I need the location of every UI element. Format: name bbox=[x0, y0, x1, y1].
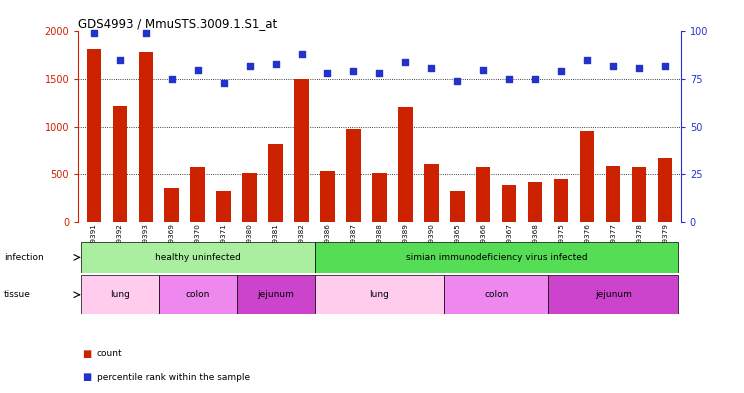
Text: tissue: tissue bbox=[4, 290, 31, 299]
Point bbox=[452, 78, 464, 84]
Text: ■: ■ bbox=[82, 349, 91, 359]
Bar bbox=[164, 188, 179, 222]
Point bbox=[555, 68, 567, 75]
Bar bbox=[424, 164, 438, 222]
Bar bbox=[295, 79, 309, 222]
Point bbox=[347, 68, 359, 75]
Bar bbox=[217, 191, 231, 222]
Point bbox=[478, 66, 490, 73]
Text: lung: lung bbox=[370, 290, 389, 299]
Bar bbox=[502, 185, 516, 222]
Point bbox=[192, 66, 204, 73]
Point bbox=[269, 61, 281, 67]
Text: GDS4993 / MmuSTS.3009.1.S1_at: GDS4993 / MmuSTS.3009.1.S1_at bbox=[78, 17, 278, 30]
Text: colon: colon bbox=[185, 290, 210, 299]
Bar bbox=[80, 275, 158, 314]
Bar bbox=[528, 182, 542, 222]
Point bbox=[166, 76, 178, 82]
Text: jejunum: jejunum bbox=[594, 290, 632, 299]
Bar bbox=[606, 166, 620, 222]
Text: count: count bbox=[97, 349, 122, 358]
Bar bbox=[548, 275, 679, 314]
Point bbox=[633, 64, 645, 71]
Point bbox=[607, 62, 619, 69]
Bar bbox=[346, 129, 361, 222]
Text: infection: infection bbox=[4, 253, 43, 262]
Point bbox=[373, 70, 385, 77]
Bar bbox=[269, 144, 283, 222]
Text: healthy uninfected: healthy uninfected bbox=[155, 253, 240, 262]
Point bbox=[426, 64, 437, 71]
Bar bbox=[398, 107, 413, 222]
Point bbox=[321, 70, 333, 77]
Bar bbox=[321, 171, 335, 222]
Point bbox=[88, 30, 100, 37]
Text: simian immunodeficiency virus infected: simian immunodeficiency virus infected bbox=[405, 253, 587, 262]
Point bbox=[529, 76, 541, 82]
Bar bbox=[112, 106, 126, 222]
Bar bbox=[158, 275, 237, 314]
Point bbox=[659, 62, 671, 69]
Point bbox=[243, 62, 255, 69]
Text: jejunum: jejunum bbox=[257, 290, 294, 299]
Bar bbox=[580, 130, 594, 222]
Point bbox=[504, 76, 516, 82]
Bar bbox=[444, 275, 548, 314]
Point bbox=[295, 51, 307, 57]
Text: colon: colon bbox=[484, 290, 508, 299]
Bar bbox=[138, 52, 153, 222]
Bar bbox=[86, 49, 101, 222]
Text: percentile rank within the sample: percentile rank within the sample bbox=[97, 373, 250, 382]
Bar bbox=[632, 167, 647, 222]
Text: lung: lung bbox=[110, 290, 129, 299]
Bar bbox=[190, 167, 205, 222]
Point bbox=[581, 57, 593, 63]
Bar bbox=[243, 173, 257, 222]
Text: ■: ■ bbox=[82, 372, 91, 382]
Bar bbox=[80, 242, 315, 273]
Bar bbox=[372, 173, 387, 222]
Point bbox=[140, 30, 152, 37]
Bar bbox=[450, 191, 464, 222]
Bar bbox=[476, 167, 490, 222]
Point bbox=[400, 59, 411, 65]
Bar bbox=[237, 275, 315, 314]
Point bbox=[114, 57, 126, 63]
Bar bbox=[658, 158, 673, 222]
Bar bbox=[554, 179, 568, 222]
Bar bbox=[315, 242, 679, 273]
Bar bbox=[315, 275, 444, 314]
Point bbox=[218, 80, 230, 86]
